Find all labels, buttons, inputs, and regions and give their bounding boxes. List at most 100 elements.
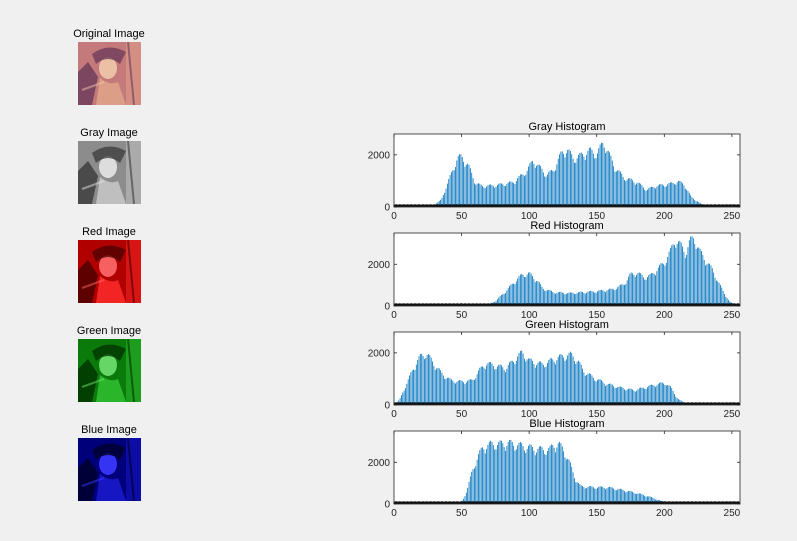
blue-histogram-bar [491, 441, 493, 504]
red-histogram-bar [720, 284, 721, 306]
blue-histogram-bar [595, 489, 597, 504]
gray-histogram-bar [532, 161, 533, 207]
blue-histogram-bar [609, 486, 610, 504]
blue-histogram-bar [525, 453, 527, 504]
gray-histogram-bar [691, 197, 693, 207]
green-histogram-bar [601, 380, 602, 405]
green-histogram-bar [634, 391, 636, 405]
gray-histogram-bar [675, 184, 677, 207]
gray-histogram-bar [617, 170, 619, 207]
red-histogram-bar [636, 274, 638, 306]
blue-histogram-bar [482, 447, 483, 504]
gray-histogram-bar [456, 160, 458, 207]
gray-histogram-bar [506, 184, 508, 207]
gray-histogram-bar [490, 184, 492, 207]
red-histogram-bar [701, 251, 702, 306]
blue-histogram-bar [580, 485, 582, 504]
gray-histogram-bar [679, 180, 681, 207]
red-histogram-bar [607, 289, 609, 306]
green-histogram-bar [533, 364, 535, 405]
green-histogram-bar [545, 366, 547, 405]
red-histogram-bar [710, 265, 712, 306]
green-histogram-bar [407, 379, 409, 405]
green-histogram-bar [569, 351, 571, 405]
blue-histogram-bar [561, 446, 563, 504]
red-histogram-bar [499, 296, 501, 306]
blue-histogram-bars [459, 439, 678, 504]
gray-histogram-bar [609, 152, 610, 207]
blue-histogram-bar [510, 439, 512, 504]
gray-histogram-bar [584, 159, 586, 207]
gray-histogram-bar [496, 184, 498, 207]
gray-histogram-bar [615, 171, 617, 207]
green-histogram-bar [617, 387, 619, 405]
red-histogram-bar [541, 286, 543, 306]
blue-histogram-bar [565, 459, 567, 504]
green-histogram-bar [583, 372, 585, 405]
gray-histogram-bar [586, 155, 587, 207]
blue-histogram-bar [638, 493, 640, 504]
gray-histogram-bar [553, 171, 555, 207]
red-histogram-frame [393, 232, 741, 307]
blue-histogram-bar [532, 447, 533, 504]
blue-histogram-xtick-label: 50 [456, 508, 468, 519]
green-histogram-bar [502, 367, 504, 405]
blue-histogram-axes: 0 50 100 150 200 250 0 2000 Blue Histogram [368, 418, 741, 519]
red-histogram-bar [536, 281, 537, 306]
blue-histogram-bar [478, 454, 479, 504]
blue-histogram-bar [599, 486, 601, 504]
gray-histogram-bar [515, 181, 517, 207]
green-histogram-axes: 0 50 100 150 200 250 0 2000 Green Histogram [368, 319, 741, 420]
gray-histogram-bar [599, 144, 601, 207]
green-histogram-bar [572, 356, 574, 405]
green-histogram-bar [432, 361, 433, 405]
red-histogram-bar [548, 289, 550, 306]
gray-histogram-baseline [393, 204, 740, 207]
green-histogram-bar [560, 354, 562, 405]
gray-histogram-bar [657, 185, 659, 207]
gray-histogram-bar [619, 171, 621, 207]
red-histogram-bar [564, 294, 566, 306]
green-histogram-bar [514, 364, 516, 405]
green-histogram-bar [455, 383, 456, 405]
red-histogram-bar [679, 240, 681, 306]
gray-histogram-bar [549, 170, 551, 207]
blue-histogram-bar [487, 444, 489, 504]
blue-histogram-bar [641, 494, 643, 504]
blue-histogram-bar [606, 488, 608, 504]
blue-histogram-bar [521, 443, 523, 504]
gray-histogram-bar [644, 189, 646, 207]
blue-histogram-bar [556, 447, 558, 504]
red-histogram-bar [684, 257, 686, 306]
green-histogram-bar [676, 398, 678, 405]
green-histogram-bar [645, 388, 647, 405]
red-histogram-bar [659, 264, 660, 306]
gray-histogram-bar [588, 147, 590, 207]
blue-histogram-bar [571, 466, 573, 504]
red-histogram-bar [537, 281, 539, 306]
blue-histogram-bar [498, 441, 500, 504]
gray-histogram-bar [686, 189, 688, 207]
gray-histogram-bar [511, 182, 513, 207]
gray-histogram-bar [563, 153, 565, 207]
green-histogram-bar [456, 381, 458, 405]
original-image-panel: Original Image [54, 28, 164, 105]
gray-histogram-bar [660, 184, 662, 207]
red-histogram-bar [676, 243, 678, 306]
red-histogram-bar [645, 279, 647, 306]
green-histogram-bar [541, 362, 543, 405]
gray-histogram-bar [664, 187, 666, 207]
gray-histogram-bar [521, 174, 523, 207]
blue-histogram-bar [506, 445, 508, 504]
blue-histogram-bar [614, 490, 616, 504]
red-histogram-bar [556, 292, 558, 306]
green-histogram-bar [484, 369, 486, 405]
gray-histogram-bar [494, 187, 496, 207]
green-histogram-bar [518, 352, 520, 405]
blue-histogram-bar [630, 491, 632, 504]
green-histogram-bar [499, 364, 501, 405]
gray-histogram-bars [432, 142, 719, 207]
gray-histogram-bar [636, 183, 638, 207]
gray-histogram-bar [476, 183, 478, 207]
blue-histogram-bar [538, 446, 540, 504]
